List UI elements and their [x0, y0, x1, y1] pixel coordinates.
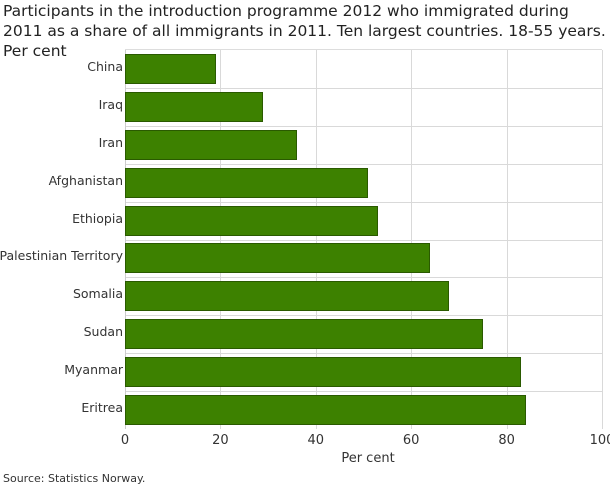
category-label: Eritrea: [81, 400, 123, 416]
x-gridline: [602, 50, 603, 429]
bar-iraq: [125, 91, 264, 122]
plot-area: [125, 49, 603, 429]
x-tick-label: 40: [307, 433, 325, 448]
category-label: Myanmar: [64, 362, 123, 378]
bar-somalia: [125, 281, 450, 312]
bar-iran: [125, 129, 297, 160]
category-label: Sudan: [83, 324, 123, 340]
x-axis-label: Per cent: [341, 451, 395, 466]
y-gridline: [125, 87, 602, 89]
x-tick-label: 100: [589, 433, 610, 448]
category-label: Ethiopia: [72, 210, 123, 226]
x-tick-label: 80: [498, 433, 515, 448]
category-label: Palestinian Territory: [0, 248, 123, 264]
bar-sudan: [125, 319, 483, 350]
y-gridline: [125, 353, 602, 355]
category-label: Afghanistan: [48, 172, 123, 188]
bar-china: [125, 53, 216, 84]
x-tick-label: 60: [402, 433, 420, 448]
category-label: Iran: [98, 134, 123, 150]
source-note: Source: Statistics Norway.: [3, 472, 146, 485]
bar-ethiopia: [125, 205, 378, 236]
y-gridline: [125, 239, 602, 241]
y-axis-line: [125, 50, 126, 429]
chart-title: Participants in the introduction program…: [3, 2, 606, 60]
bar-palestinian-territory: [125, 243, 431, 274]
category-label: China: [87, 58, 123, 74]
category-label: Somalia: [72, 286, 123, 302]
y-gridline: [125, 391, 602, 393]
x-tick-label: 20: [212, 433, 229, 448]
bar-eritrea: [125, 395, 526, 426]
y-gridline: [125, 277, 602, 279]
bar-afghanistan: [125, 167, 369, 198]
bar-myanmar: [125, 357, 521, 388]
x-tick-label: 0: [120, 433, 130, 448]
y-gridline: [125, 125, 602, 127]
y-gridline: [125, 163, 602, 165]
y-gridline: [125, 315, 602, 317]
category-label: Iraq: [98, 96, 123, 112]
y-gridline: [125, 201, 602, 203]
